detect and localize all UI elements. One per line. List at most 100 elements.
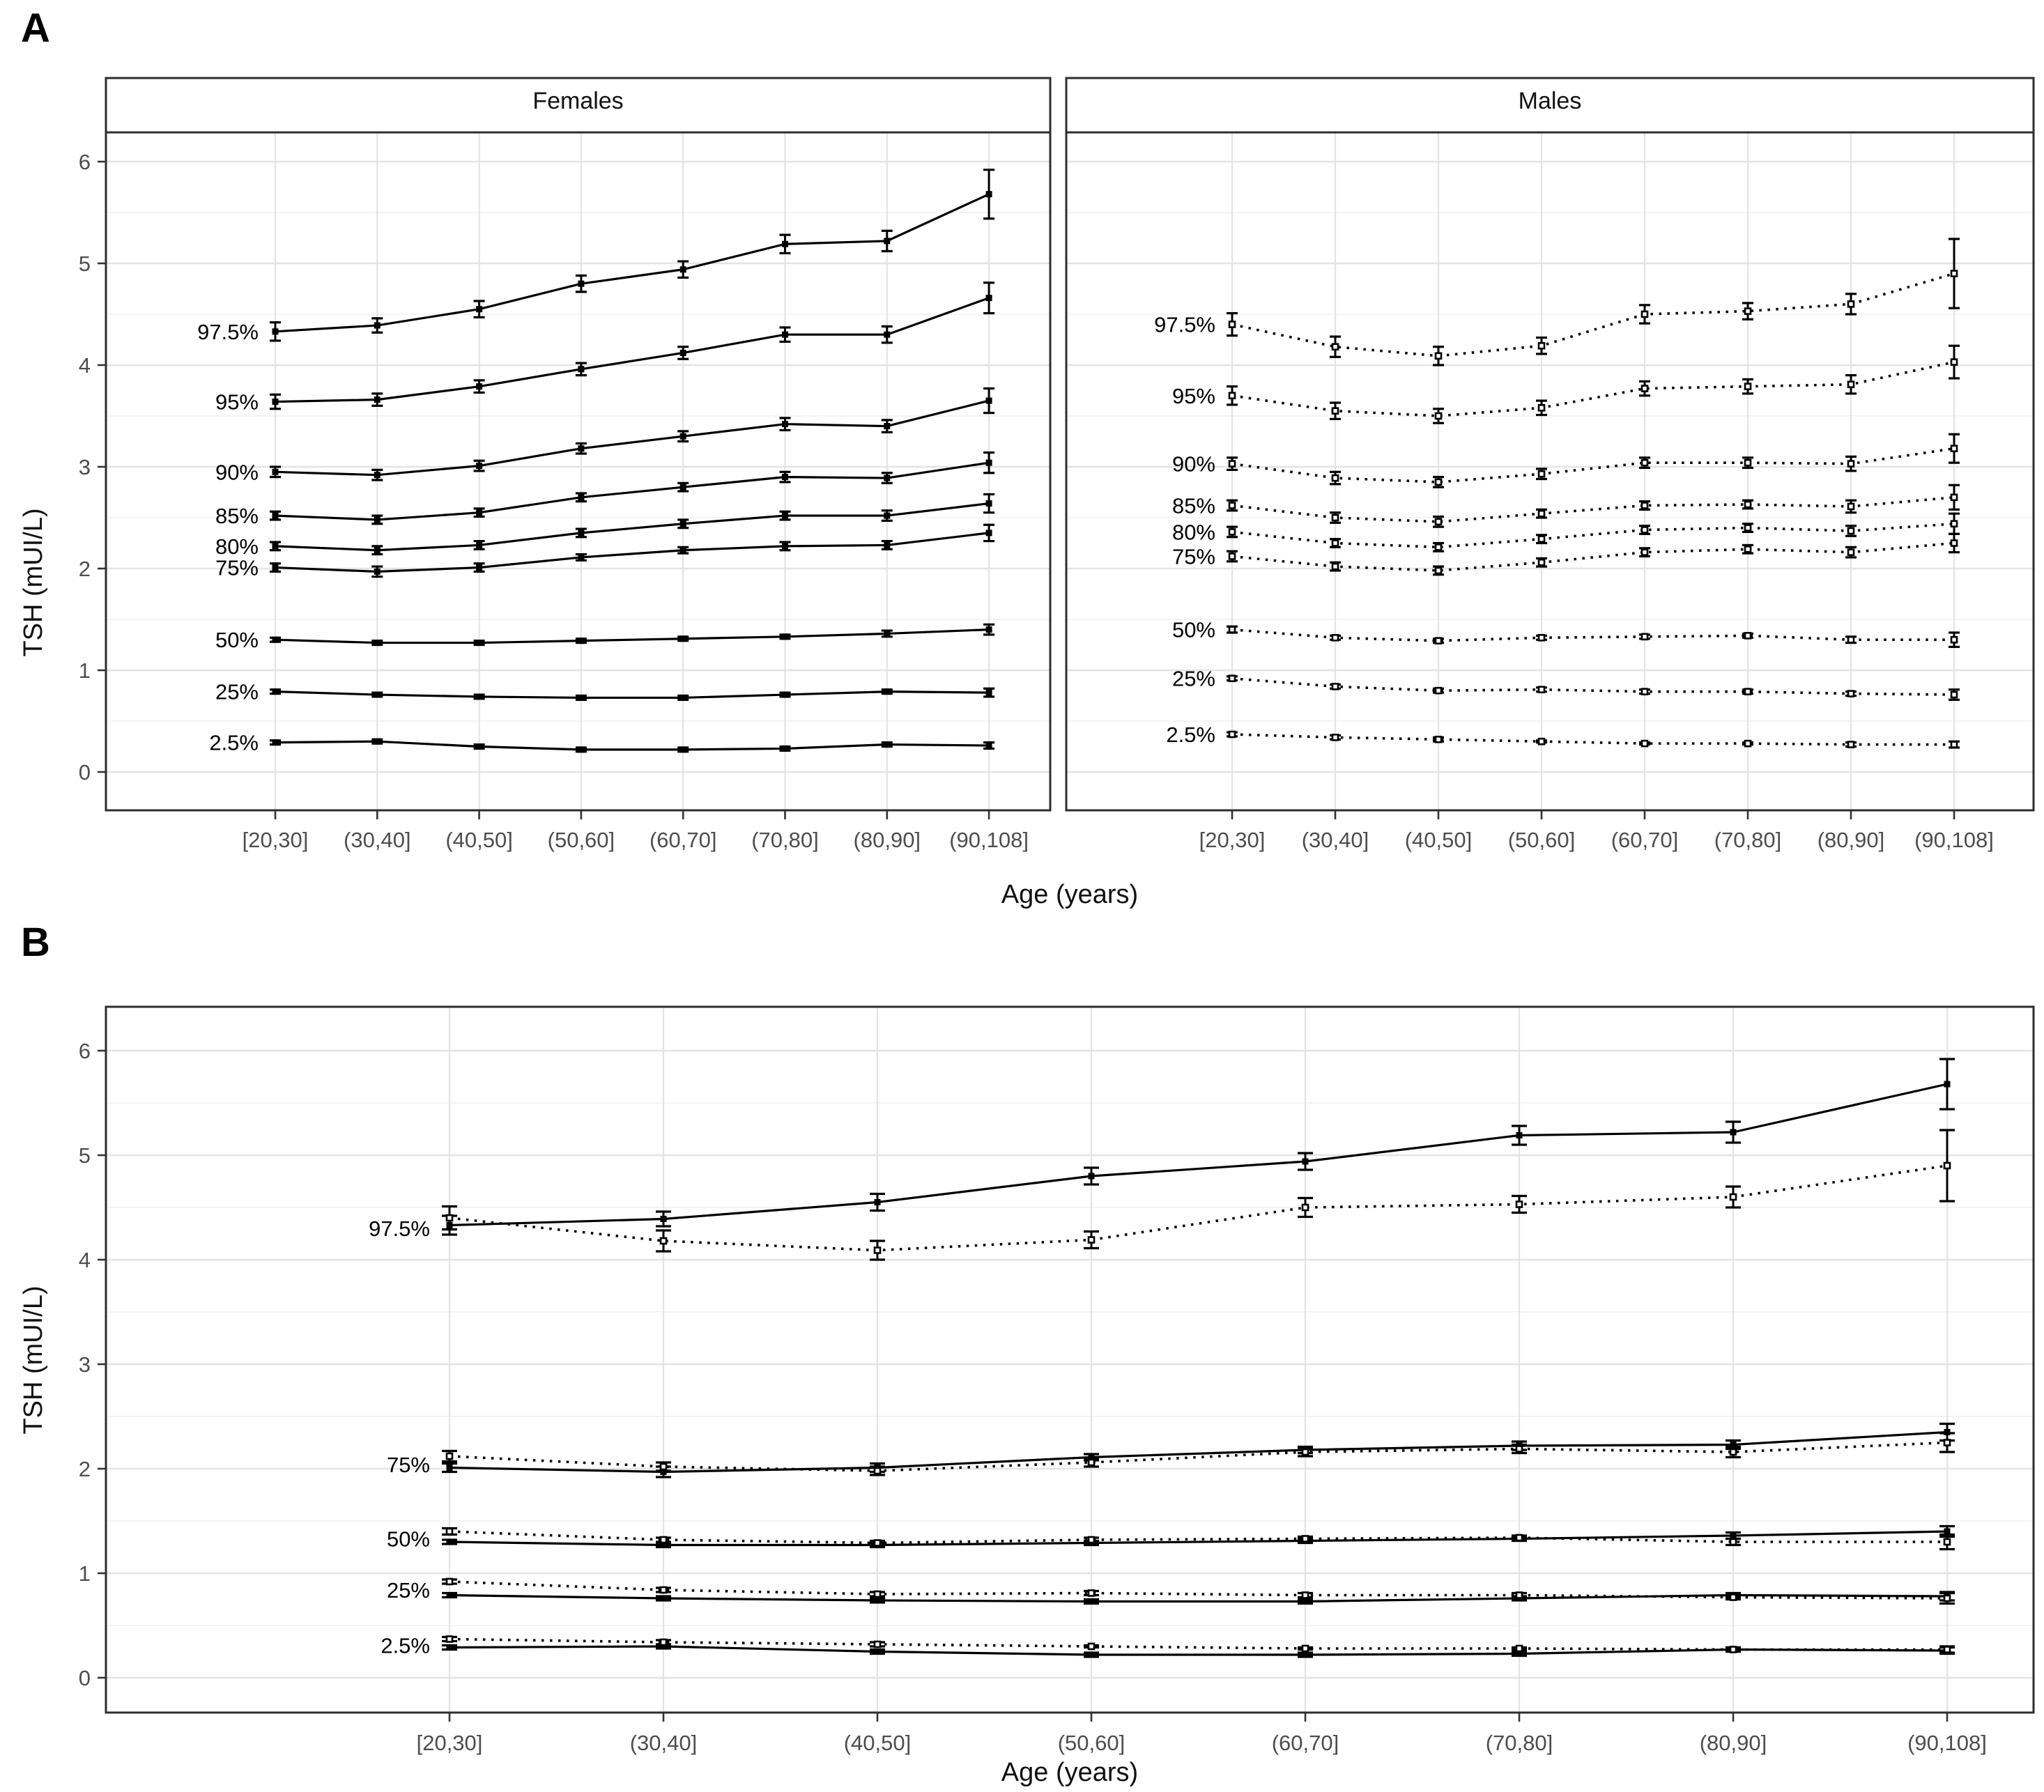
point-marker xyxy=(1847,690,1855,697)
point-marker xyxy=(1847,502,1855,511)
point-marker xyxy=(1434,735,1443,743)
point-marker xyxy=(679,746,686,753)
point-marker xyxy=(1640,739,1649,748)
point-marker xyxy=(1331,343,1339,351)
x-tick-label: (90,108] xyxy=(1914,828,1994,852)
percentile-label: 50% xyxy=(1172,618,1215,642)
point-marker xyxy=(1537,686,1546,694)
y-tick-label: 5 xyxy=(79,1143,91,1168)
point-marker xyxy=(659,1536,668,1544)
point-marker xyxy=(1537,535,1546,543)
point-marker xyxy=(782,691,788,698)
point-marker xyxy=(1730,1129,1737,1136)
percentile-label: 2.5% xyxy=(381,1634,430,1658)
series-line xyxy=(275,532,990,573)
point-marker xyxy=(374,547,381,554)
point-marker xyxy=(985,459,992,466)
facet-males: 97.5% 95% 90% 85%80%75% 50% 25% 2.5% Males [20,3… xyxy=(1065,77,2035,852)
panel-b-plot: 97.5% 75% 50% 25% 2.5% 0 1 2 3 4 5 6 [20,30] (30,40] (… xyxy=(79,1005,2035,1755)
point-marker xyxy=(873,1246,882,1254)
percentile-label: 97.5% xyxy=(369,1216,430,1241)
point-marker xyxy=(985,742,992,749)
point-marker xyxy=(1847,741,1855,748)
series-solid-97.5% xyxy=(442,1058,1955,1236)
point-marker xyxy=(1943,1594,1951,1602)
point-marker xyxy=(1640,502,1649,509)
point-marker xyxy=(1729,1593,1737,1601)
percentile-label: 2.5% xyxy=(209,731,259,755)
point-marker xyxy=(659,1237,668,1245)
point-marker xyxy=(445,1577,454,1586)
y-tick-label: 0 xyxy=(79,760,91,785)
point-marker xyxy=(1744,500,1752,509)
point-marker xyxy=(1729,1646,1737,1653)
point-marker xyxy=(1744,688,1752,695)
point-marker xyxy=(374,472,381,479)
point-marker xyxy=(1640,633,1649,641)
point-marker xyxy=(873,1467,882,1475)
point-marker xyxy=(1434,686,1443,695)
point-marker xyxy=(679,484,686,491)
point-marker xyxy=(1228,392,1236,400)
point-marker xyxy=(659,1638,668,1646)
point-marker xyxy=(1537,633,1546,642)
percentile-label: 95% xyxy=(215,390,259,415)
y-tick-label: 0 xyxy=(79,1666,91,1690)
point-marker xyxy=(476,383,483,390)
point-marker xyxy=(985,500,992,507)
percentile-label: 97.5% xyxy=(1154,313,1215,337)
point-marker xyxy=(1744,307,1752,315)
point-marker xyxy=(1301,1535,1309,1543)
point-marker xyxy=(272,468,279,475)
point-marker xyxy=(1847,300,1855,308)
facet-strip-title: Males xyxy=(1519,88,1582,114)
point-marker xyxy=(873,1640,882,1648)
point-marker xyxy=(272,399,279,405)
point-marker xyxy=(1228,528,1236,536)
x-tick-label: (70,80] xyxy=(1714,828,1782,852)
point-marker xyxy=(1847,635,1855,644)
point-marker xyxy=(446,1592,453,1598)
panel-b-chart: 97.5% 75% 50% 25% 2.5% 0 1 2 3 4 5 6 [20,30] (30,40] (… xyxy=(19,1005,2035,1787)
point-marker xyxy=(1950,270,1958,277)
point-marker xyxy=(1640,385,1649,392)
point-marker xyxy=(873,1590,882,1598)
point-marker xyxy=(272,688,279,695)
point-marker xyxy=(884,688,891,695)
y-tick-label: 3 xyxy=(79,1352,91,1377)
x-axis-title-a: Age (years) xyxy=(1001,880,1138,909)
series-dotted-75% xyxy=(1227,532,1960,576)
point-marker xyxy=(679,520,686,527)
point-marker xyxy=(1228,730,1236,739)
percentile-label: 25% xyxy=(1172,667,1215,691)
x-tick-label: (50,60] xyxy=(1058,1731,1125,1755)
point-marker xyxy=(782,240,788,247)
series-solid-2.5% xyxy=(270,738,995,753)
panel-a-letter: A xyxy=(21,6,50,51)
point-marker xyxy=(1228,674,1236,682)
point-marker xyxy=(660,1643,667,1650)
x-tick-label: (40,50] xyxy=(844,1731,912,1755)
point-marker xyxy=(374,738,381,745)
point-marker xyxy=(1516,1132,1523,1138)
point-marker xyxy=(1730,1442,1737,1448)
point-marker xyxy=(985,626,992,633)
x-tick-label: (60,70] xyxy=(1272,1731,1339,1755)
point-marker xyxy=(1950,690,1958,699)
point-marker xyxy=(1729,1538,1737,1546)
point-marker xyxy=(1944,1528,1951,1535)
point-marker xyxy=(1950,445,1958,453)
point-marker xyxy=(679,266,686,273)
point-marker xyxy=(1537,558,1546,566)
series-line xyxy=(1231,447,1955,484)
point-marker xyxy=(985,689,992,696)
series-dotted-90% xyxy=(1227,433,1960,488)
point-marker xyxy=(782,512,788,519)
x-tick-label: (80,90] xyxy=(854,828,921,852)
y-tick-label: 4 xyxy=(79,1248,91,1272)
point-marker xyxy=(1302,1158,1309,1165)
x-tick-label: (70,80] xyxy=(751,828,819,852)
series-solid-95% xyxy=(270,281,995,410)
series-line xyxy=(449,1637,1947,1651)
point-marker xyxy=(374,691,381,698)
